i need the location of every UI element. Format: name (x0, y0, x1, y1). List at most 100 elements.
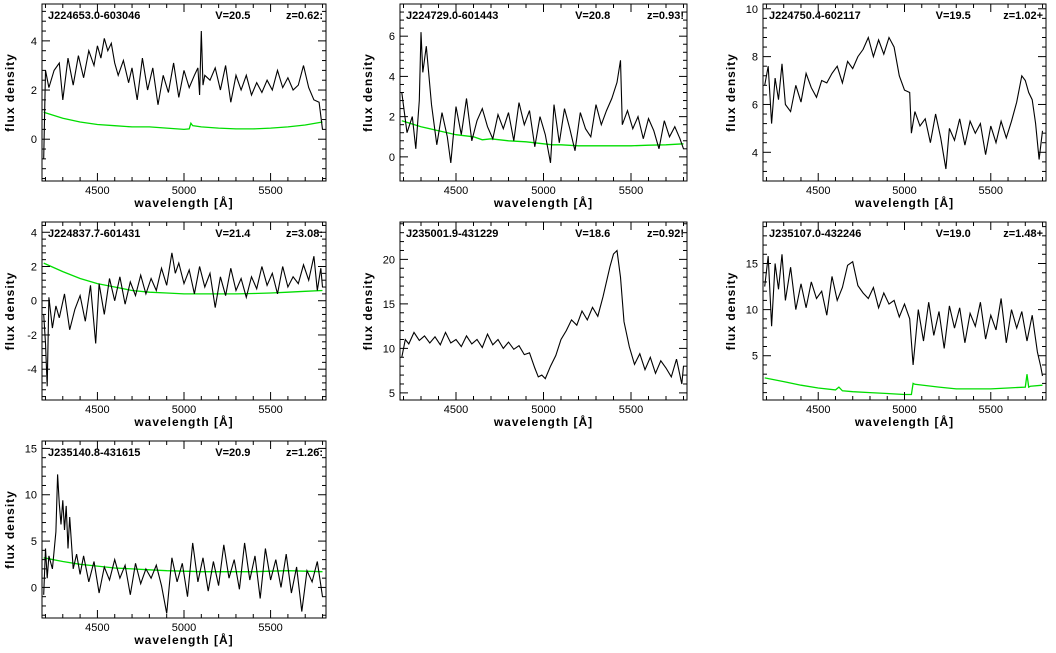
magnitude-label: V=20.5 (215, 10, 250, 22)
object-spectrum-line (43, 30, 324, 159)
magnitude-label: V=21.4 (215, 228, 251, 240)
x-tick-label: 5000 (531, 404, 555, 416)
panel-frame (399, 221, 688, 401)
y-tick-label: 2 (31, 85, 37, 97)
x-tick-label: 5000 (892, 185, 916, 197)
y-tick-label: 8 (752, 52, 758, 64)
y-tick-label: 6 (752, 99, 758, 111)
x-axis-label: wavelength [Å] (133, 632, 233, 647)
object-name-label: J235140.8-431615 (48, 447, 140, 459)
object-spectrum-line (401, 249, 685, 385)
object-name-label: J224750.4-602117 (769, 10, 861, 22)
y-tick-label: 0 (31, 582, 37, 594)
x-tick-label: 5000 (172, 404, 196, 416)
object-name-label: J224729.0-601443 (406, 10, 498, 22)
y-axis-label: flux density (361, 272, 375, 351)
y-tick-label: -4 (27, 364, 37, 376)
x-tick-label: 5500 (258, 404, 282, 416)
x-tick-label: 5000 (172, 622, 196, 634)
object-spectrum-line (764, 254, 1044, 377)
y-tick-label: 2 (31, 262, 37, 274)
x-tick-label: 4500 (444, 185, 468, 197)
x-tick-label: 4500 (85, 622, 109, 634)
x-tick-label: 5000 (531, 185, 555, 197)
sky-spectrum-line (43, 262, 323, 295)
spectrum-panel: 4500 5000 5500 -4 -2 0 2 4 wavelength [Å] flux de… (3, 221, 327, 429)
x-tick-label: 5500 (979, 185, 1003, 197)
object-name-label: J235001.9-431229 (406, 228, 498, 240)
y-axis-label: flux density (361, 53, 375, 132)
x-tick-label: 5000 (892, 404, 916, 416)
sky-spectrum-line (43, 111, 323, 131)
panel-frame (41, 3, 327, 182)
y-tick-label: 5 (752, 351, 758, 363)
spectrum-panel: 4500 5000 5500 0 2 4 wavelength [Å] flux densit… (3, 3, 327, 210)
x-tick-label: 5000 (172, 185, 196, 197)
redshift-label: z=1.48+ (1003, 228, 1043, 240)
spectrum-panel: 4500 5000 5500 4 6 8 10 wavelength [Å] flux dens… (724, 3, 1047, 210)
y-axis-label: flux density (724, 272, 738, 351)
y-axis-label: flux density (3, 490, 17, 569)
y-tick-label: -2 (27, 330, 37, 342)
magnitude-label: V=18.6 (575, 228, 610, 240)
x-axis-label: wavelength [Å] (133, 414, 233, 429)
y-tick-label: 10 (383, 343, 395, 355)
x-axis-label: wavelength [Å] (493, 414, 593, 429)
magnitude-label: V=19.5 (936, 10, 971, 22)
x-tick-label: 4500 (806, 185, 830, 197)
object-spectrum-line (764, 35, 1044, 170)
y-tick-label: 10 (746, 305, 758, 317)
spectrum-panel: 4500 5000 5500 0 2 4 6 wavelength [Å] flux densi… (361, 3, 688, 210)
spectrum-panel: 4500 5000 5500 0 5 10 15 wavelength [Å] flux den… (3, 440, 327, 647)
object-spectrum-line (43, 252, 324, 387)
object-name-label: J224837.7-601431 (48, 228, 140, 240)
y-tick-label: 15 (746, 259, 758, 271)
x-tick-label: 5500 (619, 404, 643, 416)
x-axis-label: wavelength [Å] (854, 195, 954, 210)
y-tick-label: 15 (25, 443, 37, 455)
y-tick-label: 4 (752, 147, 758, 159)
x-tick-label: 5500 (979, 404, 1003, 416)
y-tick-label: 20 (383, 254, 395, 266)
y-tick-label: 2 (389, 112, 395, 124)
panel-frame (399, 3, 688, 182)
magnitude-label: V=20.9 (215, 447, 250, 459)
y-tick-label: 4 (31, 227, 37, 239)
y-tick-label: 15 (383, 299, 395, 311)
y-axis-label: flux density (3, 272, 17, 351)
y-tick-label: 4 (31, 36, 37, 48)
y-tick-label: 5 (31, 536, 37, 548)
y-tick-label: 10 (746, 4, 758, 16)
redshift-label: z=0.93! (647, 10, 684, 22)
sky-spectrum-line (401, 120, 684, 147)
panel-frame (762, 3, 1047, 182)
x-tick-label: 5500 (258, 185, 282, 197)
y-tick-label: 0 (31, 134, 37, 146)
x-tick-label: 4500 (85, 185, 109, 197)
x-tick-label: 5500 (619, 185, 643, 197)
x-axis-label: wavelength [Å] (493, 195, 593, 210)
panel-frame (41, 221, 327, 401)
redshift-label: z=1.26: (286, 447, 323, 459)
x-tick-label: 4500 (85, 404, 109, 416)
x-tick-label: 5500 (258, 622, 282, 634)
object-spectrum-line (43, 474, 324, 614)
object-name-label: J224653.0-603046 (48, 10, 140, 22)
y-axis-label: flux density (3, 53, 17, 132)
y-tick-label: 5 (389, 388, 395, 400)
object-spectrum-line (401, 32, 685, 163)
spectrum-panel: 4500 5000 5500 5 10 15 wavelength [Å] flux dens… (724, 221, 1047, 429)
sky-spectrum-line (764, 374, 1043, 396)
object-name-label: J235107.0-432246 (769, 228, 861, 240)
y-tick-label: 6 (389, 31, 395, 43)
panel-frame (41, 440, 327, 619)
redshift-label: z=3.08: (286, 228, 323, 240)
magnitude-label: V=20.8 (575, 10, 610, 22)
y-tick-label: 0 (389, 152, 395, 164)
panel-frame (762, 221, 1047, 401)
y-tick-label: 10 (25, 490, 37, 502)
redshift-label: z=0.92! (647, 228, 684, 240)
redshift-label: z=0.62: (286, 10, 323, 22)
magnitude-label: V=19.0 (936, 228, 971, 240)
redshift-label: z=1.02+ (1003, 10, 1043, 22)
